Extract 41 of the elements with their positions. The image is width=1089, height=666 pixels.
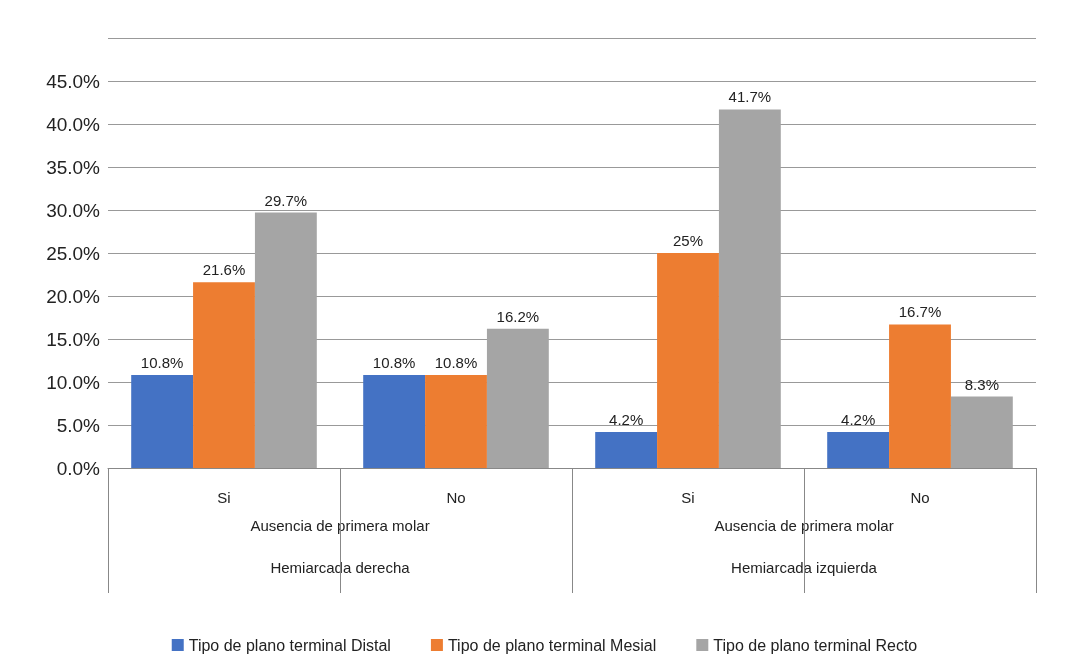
x-tick-label: Si: [217, 489, 231, 506]
y-tick-label: 40.0%: [46, 113, 101, 135]
y-tick-label: 30.0%: [46, 199, 101, 221]
y-tick-label: 10.0%: [46, 371, 101, 393]
bar: [827, 431, 890, 468]
legend-label: Tipo de plano terminal Mesial: [447, 636, 657, 654]
data-label: 10.8%: [434, 354, 478, 372]
y-tick-label: 45.0%: [46, 70, 101, 92]
y-tick-label: 5.0%: [56, 414, 101, 436]
data-label: 21.6%: [202, 261, 246, 279]
data-label: 16.7%: [898, 303, 942, 321]
text: Ausencia de primera molar: [250, 517, 430, 534]
x-tick-label: No: [910, 489, 930, 506]
data-label: 4.2%: [841, 410, 876, 428]
bar: [363, 375, 426, 468]
y-tick-label: 35.0%: [46, 156, 101, 178]
data-label: 10.8%: [140, 354, 184, 372]
bar: [193, 282, 255, 468]
y-tick-label: 0.0%: [56, 457, 101, 479]
bar: [657, 253, 719, 468]
text: Ausencia de primera molar: [714, 517, 894, 534]
bar: [131, 375, 194, 468]
data-label: 8.3%: [964, 375, 999, 393]
legend-label: Tipo de plano terminal Distal: [188, 636, 391, 654]
bar: [425, 375, 487, 468]
data-label: 16.2%: [496, 307, 540, 325]
text: Hemiarcada izquierda: [731, 559, 878, 576]
data-label: 4.2%: [609, 410, 644, 428]
data-label: 10.8%: [372, 354, 416, 372]
y-tick-label: 15.0%: [46, 328, 101, 350]
y-tick-label: 20.0%: [46, 285, 101, 307]
data-label: 29.7%: [264, 191, 308, 209]
legend-label: Tipo de plano terminal Recto: [713, 636, 918, 654]
bar: [595, 431, 658, 468]
x-tick-label: No: [446, 489, 466, 506]
data-label: 41.7%: [728, 88, 772, 106]
x-tick-label: Si: [681, 489, 695, 506]
data-label: 25%: [672, 232, 704, 249]
text: Hemiarcada derecha: [270, 559, 411, 576]
bar: [889, 324, 951, 468]
y-tick-label: 25.0%: [46, 242, 101, 264]
